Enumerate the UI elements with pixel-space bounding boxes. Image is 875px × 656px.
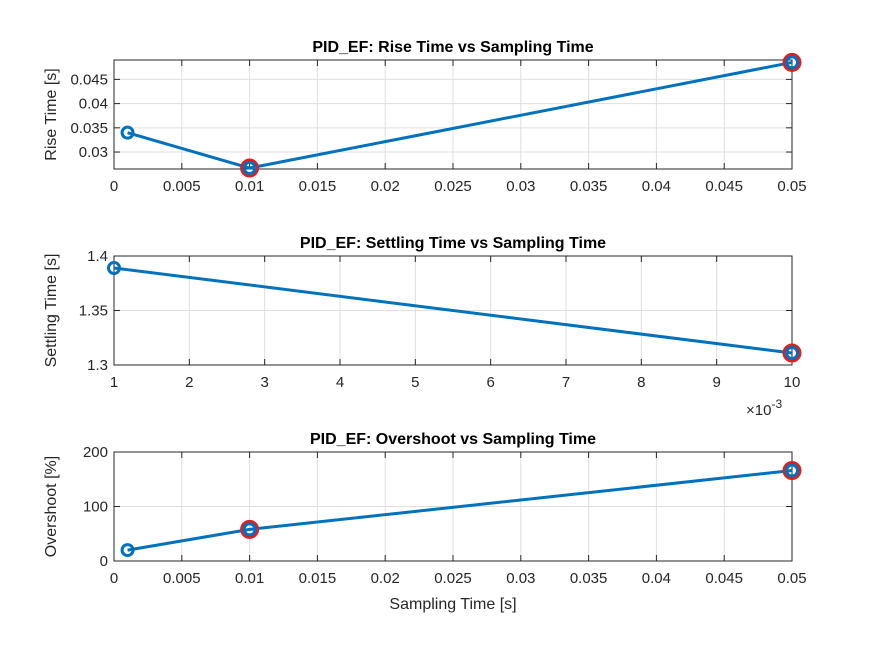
highlight-marker bbox=[240, 519, 260, 539]
data-point bbox=[785, 55, 799, 70]
y-tick-label: 1.3 bbox=[87, 357, 108, 374]
y-tick-label: 0.035 bbox=[70, 120, 108, 137]
y-tick-label: 0.04 bbox=[79, 96, 108, 113]
highlight-marker bbox=[782, 461, 802, 481]
x-tick-label: 0.045 bbox=[705, 570, 743, 587]
x-tick-label: 0.01 bbox=[235, 570, 264, 587]
data-point bbox=[120, 125, 135, 140]
x-tick-label: 0.05 bbox=[777, 570, 806, 587]
x-tick-label: 0.04 bbox=[642, 178, 671, 195]
y-tick-label: 0.045 bbox=[70, 71, 108, 88]
subplot-1: 0 0.005 0.01 0.015 0.02 0.025 0.03 0.035 0.04 0.0… bbox=[43, 39, 807, 195]
x-tick-label: 0 bbox=[110, 570, 118, 587]
x-tick-label: 0.035 bbox=[570, 178, 608, 195]
x-exponent-label: ×10-3 bbox=[746, 397, 782, 419]
data-point bbox=[785, 346, 799, 361]
y-axis-label: Overshoot [%] bbox=[43, 456, 60, 557]
x-tick-label: 10 bbox=[784, 374, 801, 391]
x-tick-label: 4 bbox=[336, 374, 344, 391]
x-tick-label: 0.025 bbox=[434, 178, 472, 195]
x-tick-label: 0.04 bbox=[642, 570, 671, 587]
data-point bbox=[107, 260, 121, 275]
x-tick-label: 0.02 bbox=[371, 178, 400, 195]
highlight-marker bbox=[782, 343, 802, 363]
x-tick-label: 0.035 bbox=[570, 570, 608, 587]
data-point bbox=[120, 543, 135, 558]
x-tick-label: 1 bbox=[110, 374, 118, 391]
y-axis-label: Rise Time [s] bbox=[43, 68, 60, 160]
x-exponent-power: -3 bbox=[771, 397, 782, 411]
y-tick-label: 100 bbox=[83, 499, 108, 516]
y-tick-label: 1.4 bbox=[87, 248, 108, 265]
subplot-title: PID_EF: Rise Time vs Sampling Time bbox=[312, 39, 593, 56]
y-tick-label: 0 bbox=[100, 553, 108, 570]
x-tick-label: 5 bbox=[411, 374, 419, 391]
x-tick-label: 0.015 bbox=[299, 570, 337, 587]
x-tick-label: 0.005 bbox=[163, 178, 201, 195]
x-tick-label: 0.025 bbox=[434, 570, 472, 587]
x-tick-label: 0.01 bbox=[235, 178, 264, 195]
subplot-title: PID_EF: Overshoot vs Sampling Time bbox=[310, 431, 596, 448]
x-tick-label: 0.005 bbox=[163, 570, 201, 587]
x-tick-label: 0.03 bbox=[506, 178, 535, 195]
series-line bbox=[127, 469, 793, 552]
highlight-marker bbox=[782, 52, 802, 72]
subplot-3: 0 0.005 0.01 0.015 0.02 0.025 0.03 0.035 0.04 0.0… bbox=[43, 431, 807, 613]
data-point bbox=[785, 463, 799, 478]
data-point bbox=[242, 522, 257, 537]
x-tick-label: 3 bbox=[260, 374, 268, 391]
y-tick-label: 200 bbox=[83, 444, 108, 461]
x-tick-label: 6 bbox=[486, 374, 494, 391]
x-tick-label: 0.05 bbox=[777, 178, 806, 195]
x-axis-label: Sampling Time [s] bbox=[389, 596, 516, 613]
subplot-title: PID_EF: Settling Time vs Sampling Time bbox=[300, 235, 606, 252]
highlight-marker bbox=[240, 158, 260, 178]
y-axis-label: Settling Time [s] bbox=[43, 254, 60, 368]
x-tick-label: 0.02 bbox=[371, 570, 400, 587]
x-tick-label: 0 bbox=[110, 178, 118, 195]
x-tick-label: 7 bbox=[562, 374, 570, 391]
subplot-2: 1 2 3 4 5 6 7 8 9 10 1.3 1.35 1.4 ×10-3 PID_EF: Settli… bbox=[43, 235, 802, 419]
y-tick-label: 0.03 bbox=[79, 144, 108, 161]
x-tick-label: 0.045 bbox=[705, 178, 743, 195]
x-tick-label: 8 bbox=[637, 374, 645, 391]
y-tick-label: 1.35 bbox=[79, 303, 108, 320]
series-line bbox=[113, 266, 793, 355]
series-line bbox=[127, 60, 793, 170]
data-point bbox=[242, 161, 257, 176]
x-tick-label: 0.03 bbox=[506, 570, 535, 587]
x-tick-label: 0.015 bbox=[299, 178, 337, 195]
x-tick-label: 2 bbox=[185, 374, 193, 391]
x-tick-label: 9 bbox=[712, 374, 720, 391]
